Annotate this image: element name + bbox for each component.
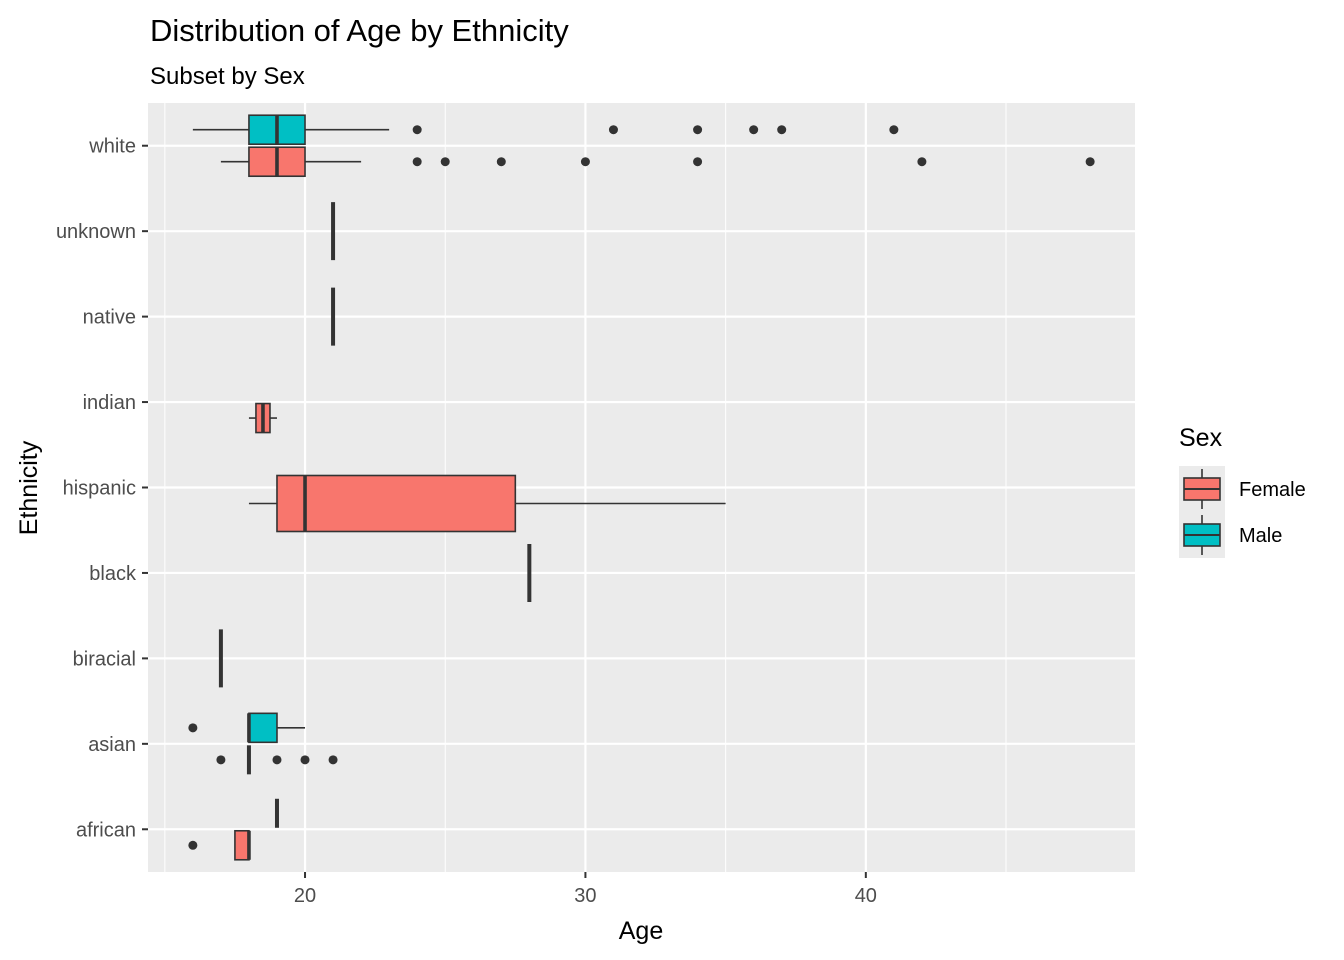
box-african-female xyxy=(188,829,251,861)
outlier-point xyxy=(917,157,927,167)
y-tick-label: black xyxy=(89,563,137,585)
x-tick-label: 40 xyxy=(855,885,877,907)
outlier-point xyxy=(188,723,198,733)
y-axis: african asian biracial black hispanic indian n… xyxy=(56,136,148,841)
outlier-point xyxy=(608,125,618,135)
outlier-point xyxy=(188,840,198,850)
legend-key-male xyxy=(1179,512,1225,558)
legend: Sex Female Male xyxy=(1179,424,1306,558)
box-iqr xyxy=(248,712,278,744)
y-tick-label: asian xyxy=(88,734,136,756)
box-marks xyxy=(188,114,1095,861)
box-indian-female xyxy=(248,402,277,434)
major-gridlines xyxy=(148,103,1135,872)
outlier-point xyxy=(272,755,282,765)
chart-title: Distribution of Age by Ethnicity xyxy=(150,13,569,48)
outlier-point xyxy=(328,755,338,765)
legend-key-female xyxy=(1179,466,1225,512)
y-tick-label: native xyxy=(83,307,136,329)
y-tick-label: african xyxy=(76,819,136,841)
box-asian-female xyxy=(216,745,338,775)
chart-subtitle: Subset by Sex xyxy=(150,63,305,90)
outlier-point xyxy=(777,125,787,135)
outlier-point xyxy=(300,755,310,765)
y-tick-label: biracial xyxy=(73,648,136,670)
outlier-point xyxy=(693,125,703,135)
box-iqr xyxy=(276,474,517,533)
outlier-point xyxy=(412,157,422,167)
x-tick-label: 20 xyxy=(294,885,316,907)
box-white-male xyxy=(192,114,899,146)
outlier-point xyxy=(889,125,899,135)
y-tick-label: white xyxy=(88,136,136,158)
x-tick-label: 30 xyxy=(574,885,596,907)
outlier-point xyxy=(412,125,422,135)
outlier-point xyxy=(580,157,590,167)
box-iqr xyxy=(234,829,250,861)
outlier-point xyxy=(693,157,703,167)
outlier-point xyxy=(749,125,759,135)
outlier-point xyxy=(216,755,226,765)
box-asian-male xyxy=(188,712,306,744)
legend-label-female: Female xyxy=(1239,479,1306,501)
box-white-female xyxy=(220,146,1095,178)
box-hispanic-female xyxy=(248,474,726,533)
legend-title: Sex xyxy=(1179,424,1223,452)
x-axis-title: Age xyxy=(619,917,663,945)
y-tick-label: unknown xyxy=(56,221,136,243)
outlier-point xyxy=(496,157,506,167)
outlier-point xyxy=(1085,157,1095,167)
y-tick-label: indian xyxy=(83,392,136,414)
legend-label-male: Male xyxy=(1239,525,1282,547)
x-axis: 20 30 40 xyxy=(294,872,877,907)
outlier-point xyxy=(440,157,450,167)
y-tick-label: hispanic xyxy=(63,478,136,500)
y-axis-title: Ethnicity xyxy=(15,440,43,535)
